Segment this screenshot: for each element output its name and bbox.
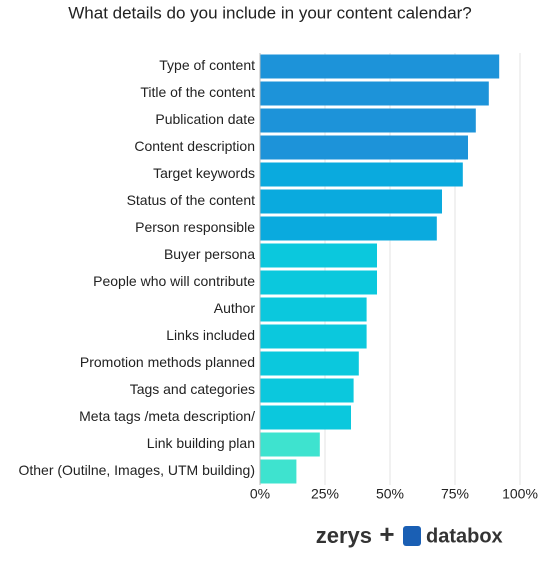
- y-tick-label: Meta tags /meta description/: [79, 408, 255, 424]
- y-tick-label: Tags and categories: [130, 381, 255, 397]
- y-tick-label: Other (Outilne, Images, UTM building): [18, 462, 255, 478]
- bar: [260, 216, 437, 241]
- y-tick-label: Type of content: [159, 57, 255, 73]
- bar: [260, 135, 468, 160]
- y-tick-label: Title of the content: [140, 84, 255, 100]
- x-tick-label: 50%: [376, 486, 404, 502]
- x-tick-label: 0%: [250, 486, 270, 502]
- y-tick-label: Promotion methods planned: [80, 354, 255, 370]
- chart-title: What details do you include in your cont…: [68, 3, 472, 22]
- bar: [260, 405, 351, 430]
- y-tick-label: Target keywords: [153, 165, 255, 181]
- bar: [260, 297, 367, 322]
- x-tick-label: 100%: [502, 486, 538, 502]
- bar: [260, 432, 320, 457]
- bar: [260, 54, 500, 79]
- y-tick-label: Links included: [166, 327, 255, 343]
- bar: [260, 270, 377, 295]
- bar: [260, 351, 359, 376]
- y-tick-label: Content description: [134, 138, 255, 154]
- y-tick-label: Author: [214, 300, 256, 316]
- brand-databox: databox: [426, 525, 503, 547]
- y-tick-label: Publication date: [155, 111, 255, 127]
- y-tick-label: Status of the content: [127, 192, 256, 208]
- x-tick-label: 25%: [311, 486, 339, 502]
- y-tick-label: Buyer persona: [164, 246, 255, 262]
- y-tick-label: Link building plan: [147, 435, 255, 451]
- bar: [260, 459, 297, 484]
- bar: [260, 378, 354, 403]
- bar: [260, 324, 367, 349]
- bar: [260, 162, 463, 187]
- bar: [260, 189, 442, 214]
- x-tick-label: 75%: [441, 486, 469, 502]
- databox-icon: [403, 526, 421, 546]
- y-tick-label: People who will contribute: [93, 273, 255, 289]
- brand-joiner: +: [379, 519, 394, 549]
- bar: [260, 81, 489, 106]
- brand-zerys: zerys: [316, 523, 372, 548]
- bar: [260, 243, 377, 268]
- bar: [260, 108, 476, 133]
- y-tick-label: Person responsible: [135, 219, 255, 235]
